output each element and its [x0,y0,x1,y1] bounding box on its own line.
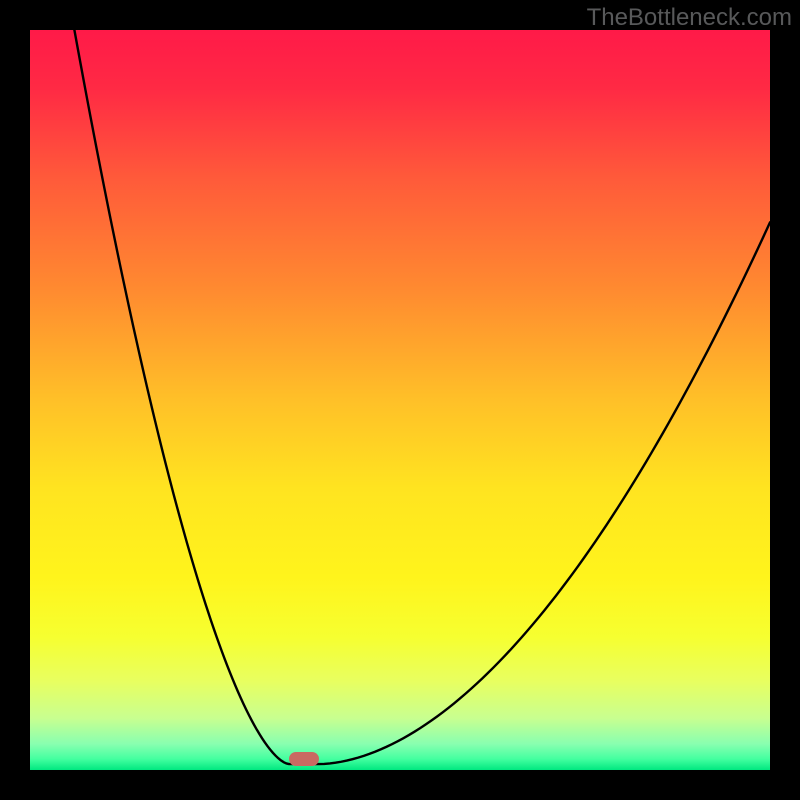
chart-container: TheBottleneck.com [0,0,800,800]
plot-area [30,30,770,770]
watermark-text: TheBottleneck.com [587,4,792,32]
